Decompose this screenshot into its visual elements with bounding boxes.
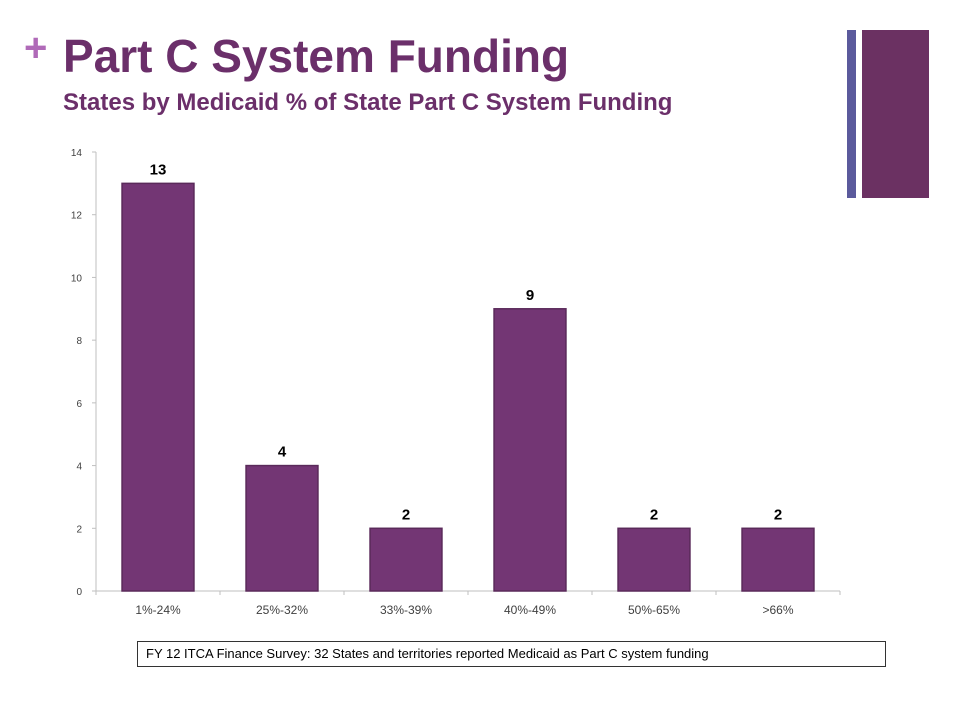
plus-icon: + (24, 26, 48, 70)
chart-bars (121, 182, 815, 592)
y-tick-label: 8 (76, 336, 82, 347)
y-tick-label: 12 (71, 211, 83, 222)
data-label: 2 (774, 506, 782, 523)
data-label: 4 (278, 444, 287, 461)
x-tick-label: 50%-65% (628, 603, 680, 617)
bar (617, 527, 691, 592)
x-tick-label: 25%-32% (256, 603, 308, 617)
bar-chart: 0 2 4 6 8 10 12 14 13 1%-24% 4 25%-32% 2 33%-39% 9 40%… (71, 148, 841, 617)
page-title: Part C System Funding (63, 30, 570, 82)
bar (493, 308, 567, 592)
bar (245, 464, 319, 592)
y-tick-label: 2 (76, 524, 82, 535)
y-tick-label: 14 (71, 148, 83, 159)
footnote-box: FY 12 ITCA Finance Survey: 32 States and… (137, 641, 886, 667)
y-tick-label: 0 (76, 587, 82, 598)
decorative-bar-thick (862, 30, 929, 198)
chart-axes: 0 2 4 6 8 10 12 14 (71, 148, 841, 598)
bar (121, 182, 195, 592)
data-label: 2 (650, 506, 658, 523)
x-tick-label: 40%-49% (504, 603, 556, 617)
decorative-bar-thin (847, 30, 856, 198)
chart-labels: 13 1%-24% 4 25%-32% 2 33%-39% 9 40%-49% 2 50%-65%… (135, 161, 794, 617)
data-label: 9 (526, 287, 534, 304)
page-subtitle: States by Medicaid % of State Part C Sys… (63, 89, 673, 116)
y-tick-label: 6 (76, 399, 82, 410)
bar (369, 527, 443, 592)
data-label: 2 (402, 506, 410, 523)
y-tick-label: 4 (76, 462, 82, 473)
x-tick-label: 1%-24% (135, 603, 181, 617)
y-tick-label: 10 (71, 273, 83, 284)
x-tick-label: 33%-39% (380, 603, 432, 617)
data-label: 13 (150, 161, 167, 178)
x-tick-label: >66% (762, 603, 793, 617)
bar (741, 527, 815, 592)
